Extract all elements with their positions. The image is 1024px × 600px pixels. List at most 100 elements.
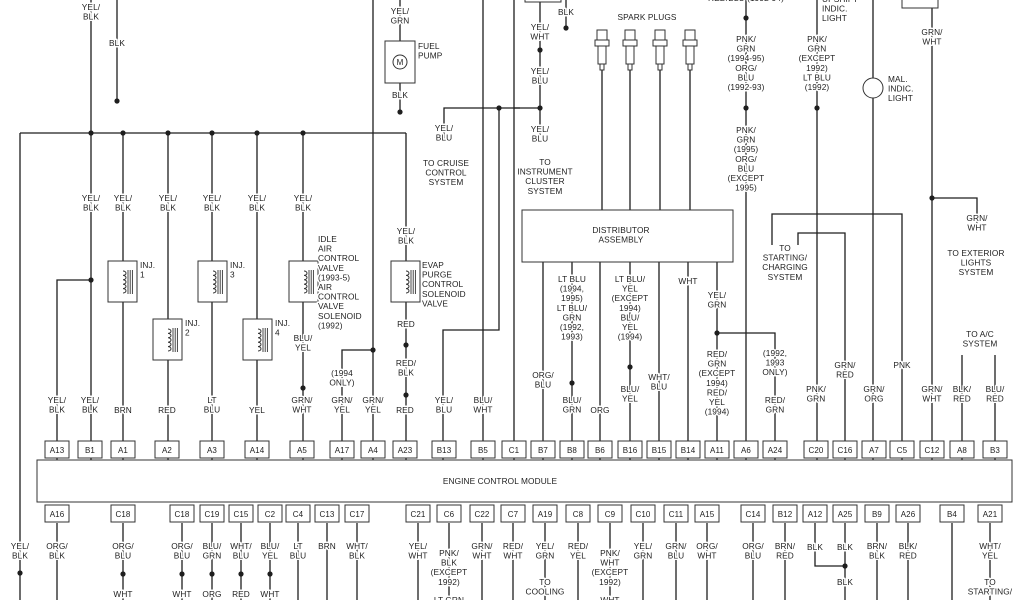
ecm-pin-label: A19: [538, 510, 553, 519]
wire: [341, 349, 373, 460]
blu-yel-iac-label: BLU/YEL: [294, 333, 313, 353]
ecm-pin-A23: [392, 440, 418, 459]
coil-icon: [167, 328, 178, 352]
wire-color-label: BLU/WHT: [473, 395, 493, 415]
ecm-title: ENGINE CONTROL MODULE: [443, 476, 558, 486]
wire-color-label: BLU/GRN: [563, 395, 582, 415]
distributor-label: DISTRIBUTOR ASSEMBLY: [592, 225, 649, 245]
pnk-grn-c-label: PNK/GRN (EXCEPT 1992) LT BLU (1992): [799, 34, 836, 92]
ecm-pin-C9: [597, 504, 623, 523]
wire: [797, 232, 846, 460]
grn-wht-ext-label: GRN/WHT: [966, 213, 988, 233]
wire: [717, 332, 776, 460]
wire-color-label: PNK: [893, 360, 911, 370]
splice-dot: [254, 130, 260, 136]
splice-dot: [743, 15, 749, 21]
red-blu-top-label: RED/BLU (1992-94): [708, 0, 784, 3]
wire-color-label: BLK: [837, 577, 853, 587]
evap-red-blk-label: RED/BLK: [396, 358, 417, 378]
ecm-pin-C14: [740, 504, 766, 523]
ecm-pin-label: A15: [700, 510, 715, 519]
ecm-pin-label: A24: [768, 446, 783, 455]
ecm-pin-C13: [314, 504, 340, 523]
ecm-pin-C18: [110, 504, 136, 523]
to-ac-label: TO A/C SYSTEM: [963, 329, 998, 349]
fuel-pump-label: FUEL PUMP: [418, 41, 443, 61]
wire: [443, 107, 520, 140]
yel-wht-top-label: YEL/WHT: [530, 22, 549, 42]
wire-color-label: WHT/BLU: [648, 372, 670, 392]
ecm-pin-label: C15: [234, 510, 249, 519]
wire-color-label: WHT/BLK: [346, 541, 368, 561]
wire-color-label: RED: [158, 405, 176, 415]
wire-color-label: BLK/RED: [899, 541, 918, 561]
ecm-pin-A12: [802, 504, 828, 523]
pnk-grn-b-label: PNK/GRN (1995) ORG/BLU (EXCEPT 1995): [728, 125, 765, 193]
wire-color-label: YEL: [249, 405, 265, 415]
ecm-pin-B4: [939, 504, 965, 523]
splice-dot: [238, 571, 244, 577]
wire-color-label: RED/GRN: [765, 395, 786, 415]
motor-icon-glyph: M: [397, 58, 404, 67]
ecm-pin-A6: [733, 440, 759, 459]
inj-yel-blk-1-label: YEL/BLK: [82, 193, 101, 213]
ecm-pin-C4: [285, 504, 311, 523]
ecm-pin-label: B6: [595, 446, 605, 455]
ecm-pin-label: C11: [669, 510, 684, 519]
ecm-pin-A25: [832, 504, 858, 523]
splice-dot: [114, 98, 120, 104]
spark-plugs-label: SPARK PLUGS: [617, 12, 676, 22]
ecm-pin-label: A21: [983, 510, 998, 519]
wire-color-label: YEL/GRN: [536, 541, 555, 561]
ecm-pin-C8: [565, 504, 591, 523]
splice-dot: [300, 130, 306, 136]
wire: [932, 197, 978, 225]
wire-color-label: PNK/GRN: [806, 384, 826, 404]
ecm-pin-label: C22: [475, 510, 490, 519]
yel-blu-2-label: YEL/BLU: [531, 124, 550, 144]
ecm-pin-label: C18: [175, 510, 190, 519]
ecm-pin-B1: [77, 440, 103, 459]
inj4-label: INJ. 4: [275, 318, 290, 338]
inj2-label: INJ. 2: [185, 318, 200, 338]
ecm-pin-label: B9: [872, 510, 882, 519]
ecm-pin-label: A4: [368, 446, 378, 455]
ecm-pin-C10: [630, 504, 656, 523]
ecm-pin-label: C19: [205, 510, 220, 519]
wire-color-label: WHT: [260, 589, 279, 599]
wire-color-label: BLU/YEL: [621, 384, 640, 404]
ecm-pin-A7: [861, 440, 887, 459]
ecm-pin-C22: [469, 504, 495, 523]
to-exterior-label: TO EXTERIOR LIGHTS SYSTEM: [947, 248, 1004, 277]
splice-dot: [88, 130, 94, 136]
wire-color-label: BLK/RED: [953, 384, 972, 404]
ecm-pin-label: C13: [320, 510, 335, 519]
wire-color-label: YEL/BLK: [81, 395, 100, 415]
wire: [814, 523, 845, 567]
ecm-pin-label: B7: [538, 446, 548, 455]
lt-blu-yel-dist-label: LT BLU/YEL (EXCEPT 1994) BLU/YEL (1994): [612, 274, 649, 342]
ecm-pin-label: A17: [335, 446, 350, 455]
ecm-pin-B8: [559, 440, 585, 459]
wire-color-label: ORG: [590, 405, 609, 415]
wire-color-label: ORG/BLU: [742, 541, 764, 561]
ecm-pin-C18: [169, 504, 195, 523]
ecm-pin-A3: [199, 440, 225, 459]
inj-yel-blk-5-label: YEL/BLK: [248, 193, 267, 213]
splice-dot: [267, 571, 273, 577]
distributor-assembly: [521, 209, 734, 263]
wire-color-label: BLU/GRN: [203, 541, 222, 561]
wire-color-label: GRN/WHT: [291, 395, 313, 415]
ecm-pin-C1: [501, 440, 527, 459]
wire-color-label: BRN: [114, 405, 132, 415]
coil-icon: [405, 270, 416, 294]
injector-4: [242, 318, 273, 361]
yel-grn-fuel-label: YEL/GRN: [391, 6, 410, 26]
yel-grn-dist-label: YEL/GRN: [708, 290, 727, 310]
ecm-pin-label: C5: [897, 446, 908, 455]
ecm-pin-A24: [762, 440, 788, 459]
blk-ground-1-label: BLK: [109, 38, 125, 48]
ecm-pin-A5: [289, 440, 315, 459]
ecm-pin-C7: [500, 504, 526, 523]
